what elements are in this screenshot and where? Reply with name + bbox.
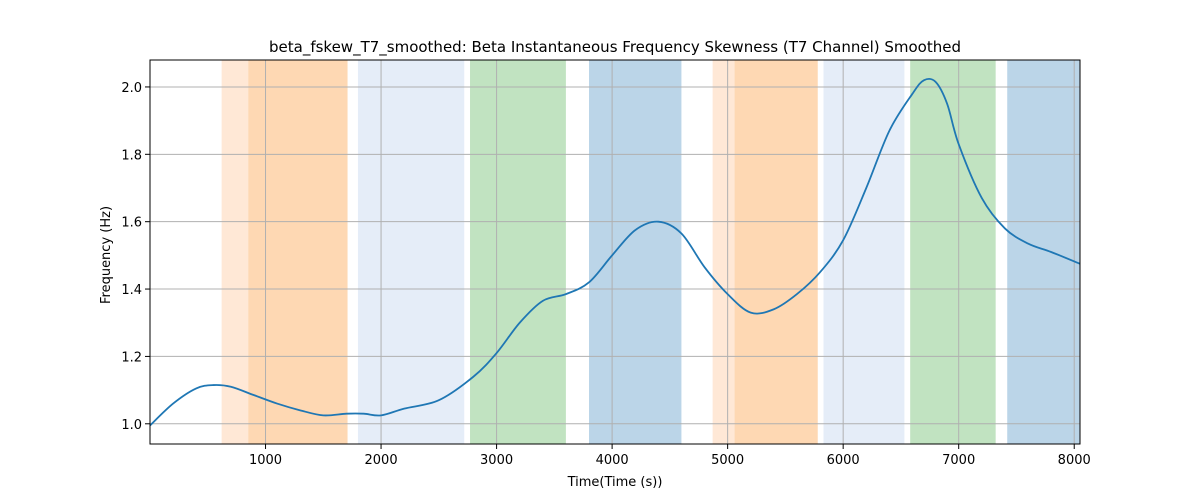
- x-tick-label: 8000: [1058, 453, 1091, 468]
- shaded-region-0: [221, 60, 249, 444]
- shaded-region-5: [712, 60, 735, 444]
- x-tick-label: 6000: [827, 453, 860, 468]
- shaded-region-6: [734, 60, 818, 444]
- x-axis-label: Time(Time (s)): [567, 475, 663, 490]
- shaded-region-9: [1007, 60, 1080, 444]
- x-tick-label: 5000: [711, 453, 744, 468]
- x-tick-label: 4000: [596, 453, 629, 468]
- x-tick-label: 1000: [249, 453, 282, 468]
- axes-frame: [149, 59, 1081, 445]
- grid-lines: [150, 60, 1080, 444]
- y-tick-label: 1.6: [121, 216, 142, 231]
- shaded-region-4: [589, 60, 682, 444]
- series-line: [149, 77, 1081, 427]
- y-tick-label: 1.2: [121, 350, 142, 365]
- shaded-region-2: [357, 60, 465, 444]
- y-tick-label: 1.8: [121, 148, 142, 163]
- chart-title: beta_fskew_T7_smoothed: Beta Instantaneo…: [269, 38, 961, 57]
- y-axis-label: Frequency (Hz): [99, 206, 114, 304]
- x-tick-label: 2000: [365, 453, 398, 468]
- y-tick-label: 1.0: [121, 418, 142, 433]
- x-tick-label: 7000: [942, 453, 975, 468]
- y-tick-label: 1.4: [121, 283, 142, 298]
- shaded-region-8: [910, 60, 996, 444]
- shaded-region-3: [470, 60, 566, 444]
- y-tick-label: 2.0: [121, 81, 142, 96]
- shaded-region-1: [248, 60, 348, 444]
- shaded-region-7: [823, 60, 905, 444]
- x-tick-label: 3000: [480, 453, 513, 468]
- shaded-regions: [221, 60, 1080, 444]
- y-ticks: 1.0 1.2 1.4 1.6 1.8 2.0: [121, 81, 150, 433]
- x-ticks: 1000 2000 3000 4000 5000 6000 7000 8000: [249, 444, 1091, 468]
